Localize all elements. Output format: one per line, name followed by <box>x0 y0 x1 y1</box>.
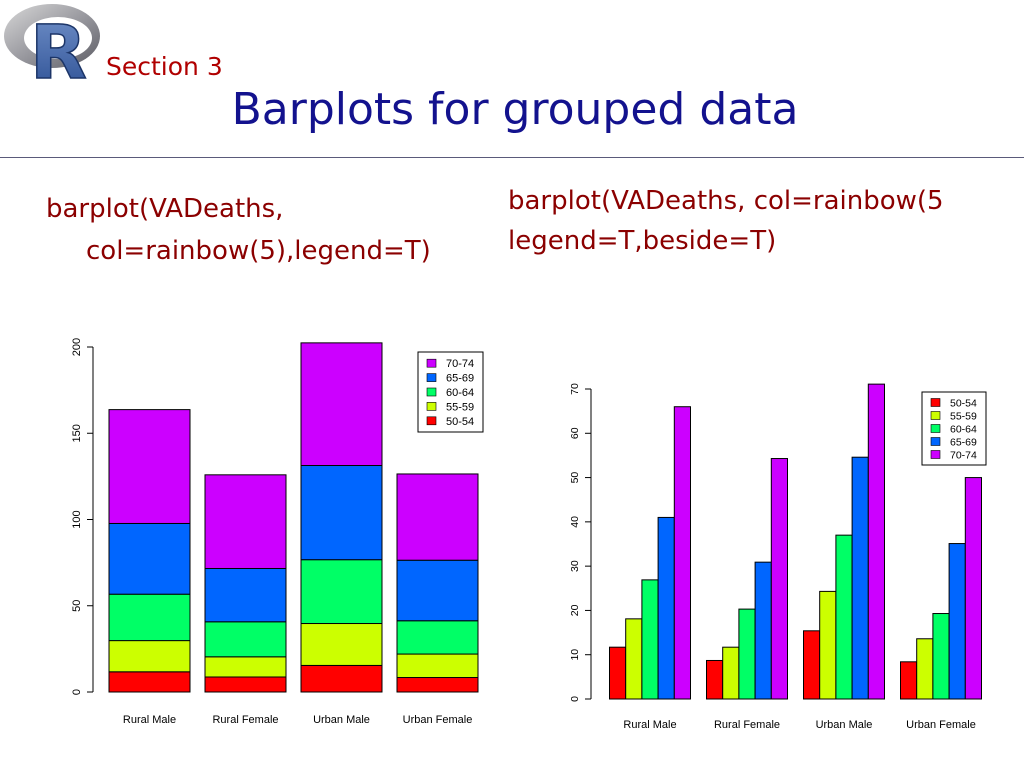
legend-label-70-74: 70-74 <box>446 358 474 370</box>
code-right-line-1: barplot(VADeaths, col=rainbow(5 <box>508 186 944 216</box>
y-tick-label: 0 <box>569 696 581 702</box>
r-logo: R <box>4 4 100 82</box>
legend-swatch-50-54 <box>426 416 437 426</box>
bar-urban-female-65-69 <box>948 543 966 700</box>
category-label: Urban Female <box>906 719 976 731</box>
legend-swatch-60-64 <box>930 424 941 433</box>
bar-urban-female-55-59 <box>916 638 934 700</box>
bar-rural-male-65-69 <box>657 516 675 700</box>
bar-urban-female-50-54 <box>900 661 918 700</box>
stacked-barplot: 0 50 100 150 200 Rural Male Rural Female Urban … <box>71 338 484 726</box>
bar-rural-female-55-59 <box>204 656 287 678</box>
bar-rural-female-60-64 <box>738 608 756 700</box>
bar-rural-male-50-54 <box>609 646 627 700</box>
y-tick-label: 100 <box>71 510 83 528</box>
bar-rural-female-50-54 <box>204 676 287 693</box>
bar-rural-female-65-69 <box>754 561 772 700</box>
legend-swatch-55-59 <box>426 402 437 411</box>
legend-label-65-69: 65-69 <box>950 437 977 449</box>
bar-urban-female-50-54 <box>396 677 479 693</box>
bar-rural-male-55-59 <box>108 640 191 673</box>
y-tick-label: 10 <box>569 649 581 661</box>
legend-swatch-50-54 <box>930 398 941 407</box>
bar-urban-female-60-64 <box>396 620 479 655</box>
bar-rural-female-70-74 <box>204 474 287 569</box>
y-tick-label: 70 <box>569 383 581 395</box>
bar-urban-female-70-74 <box>396 473 479 561</box>
bar-rural-male-70-74 <box>108 409 191 524</box>
bar-rural-female-70-74 <box>770 458 789 700</box>
legend-label-50-54: 50-54 <box>446 416 474 428</box>
bar-urban-female-70-74 <box>964 477 982 700</box>
bar-urban-male-60-64 <box>300 559 383 625</box>
code-left-line-1: barplot(VADeaths, <box>46 194 284 224</box>
y-tick-label: 200 <box>71 338 83 356</box>
bar-rural-female-60-64 <box>204 621 287 658</box>
bar-rural-male-70-74 <box>673 406 692 700</box>
y-tick-label: 50 <box>569 472 581 484</box>
bar-rural-female-50-54 <box>706 659 724 700</box>
bar-urban-male-60-64 <box>835 534 853 700</box>
bar-rural-male-60-64 <box>108 593 191 642</box>
category-label: Urban Male <box>816 719 873 731</box>
legend-label-60-64: 60-64 <box>950 424 977 436</box>
y-tick-label: 50 <box>71 600 83 612</box>
y-tick-label: 60 <box>569 427 581 439</box>
section-label: Section 3 <box>106 52 223 81</box>
bar-rural-female-65-69 <box>204 567 287 623</box>
bar-urban-male-50-54 <box>803 630 821 700</box>
legend-label-60-64: 60-64 <box>446 387 474 399</box>
bar-urban-male-70-74 <box>867 383 885 700</box>
legend-swatch-55-59 <box>930 411 941 420</box>
bar-rural-male-65-69 <box>108 522 191 595</box>
legend-swatch-60-64 <box>426 387 437 397</box>
code-right-line-2: legend=T,beside=T) <box>508 226 777 256</box>
bar-urban-male-50-54 <box>300 664 383 693</box>
legend-swatch-65-69 <box>930 437 941 446</box>
legend-label-55-59: 55-59 <box>446 401 474 413</box>
category-label: Rural Female <box>212 714 278 726</box>
legend-label-65-69: 65-69 <box>446 373 474 385</box>
bar-urban-male-65-69 <box>851 456 869 700</box>
r-logo-letter: R <box>30 10 87 82</box>
y-tick-label: 30 <box>569 560 581 572</box>
category-label: Rural Female <box>714 719 780 731</box>
legend-label-50-54: 50-54 <box>950 398 977 410</box>
category-label: Urban Female <box>403 714 473 726</box>
code-left-line-2: col=rainbow(5),legend=T) <box>86 236 431 266</box>
bar-rural-male-60-64 <box>641 579 659 700</box>
bar-urban-male-65-69 <box>300 465 383 561</box>
beside-barplot: 0 10 20 30 40 50 60 70 Rural Male Rural Female Urb… <box>569 383 987 731</box>
title-divider <box>0 157 1024 158</box>
bar-rural-male-50-54 <box>108 671 191 693</box>
legend-swatch-70-74 <box>426 358 437 368</box>
bar-rural-male-55-59 <box>625 618 643 700</box>
bar-urban-male-55-59 <box>819 590 837 700</box>
y-tick-label: 150 <box>71 424 83 442</box>
legend-swatch-65-69 <box>426 373 437 382</box>
y-tick-label: 0 <box>71 689 83 695</box>
bar-urban-male-70-74 <box>300 342 383 467</box>
bar-urban-female-55-59 <box>396 653 479 679</box>
category-label: Urban Male <box>313 714 370 726</box>
y-tick-label: 20 <box>569 604 581 616</box>
legend-swatch-70-74 <box>930 450 941 459</box>
slide-title: Barplots for grouped data <box>231 84 799 135</box>
y-tick-label: 40 <box>569 516 581 528</box>
legend-label-70-74: 70-74 <box>950 450 977 462</box>
legend-label-55-59: 55-59 <box>950 411 977 423</box>
bar-urban-female-65-69 <box>396 559 479 622</box>
bar-urban-male-55-59 <box>300 623 383 666</box>
bar-urban-female-60-64 <box>932 613 950 700</box>
bar-rural-female-55-59 <box>722 646 740 700</box>
category-label: Rural Male <box>623 719 676 731</box>
category-label: Rural Male <box>123 714 176 726</box>
